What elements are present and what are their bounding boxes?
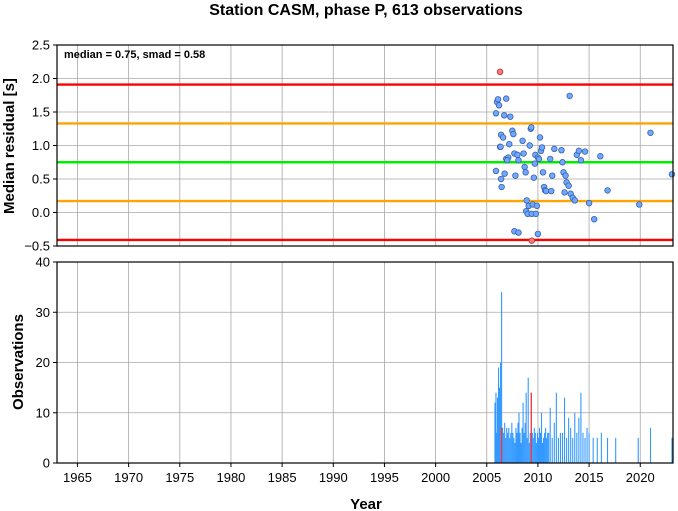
residual-point	[497, 175, 505, 183]
residual-point	[551, 145, 558, 153]
residual-point	[535, 155, 543, 163]
residual-point	[501, 170, 508, 177]
observations-y-axis-label: Observations	[10, 314, 27, 410]
residual-point	[539, 169, 547, 176]
residual-point	[571, 197, 578, 204]
x-tick-label: 1985	[268, 470, 297, 485]
x-tick-label: 1980	[216, 470, 245, 485]
residual-point	[581, 148, 589, 155]
residual-point	[597, 153, 604, 160]
residual-point	[506, 140, 513, 148]
y-tick-label: 0.0	[32, 205, 50, 220]
residual-point	[503, 95, 510, 102]
residual-point	[585, 199, 593, 207]
x-axis-label: Year	[350, 496, 382, 511]
y-tick-label: 0	[43, 456, 50, 471]
residual-point	[668, 171, 676, 178]
residual-point	[561, 189, 568, 196]
residual-point	[531, 160, 539, 167]
x-tick-label: 2015	[575, 470, 604, 485]
residual-point	[538, 144, 546, 151]
residual-point	[512, 172, 519, 179]
y-tick-label: 2.0	[32, 71, 50, 86]
x-tick-label: 1995	[370, 470, 399, 485]
residual-point	[519, 137, 526, 145]
x-tick-label: 2000	[421, 470, 450, 485]
residual-point	[520, 150, 527, 157]
y-tick-label: 2.5	[32, 38, 50, 53]
residual-point	[504, 157, 511, 164]
residual-point	[507, 113, 514, 120]
y-tick-label: 1.5	[32, 105, 50, 120]
y-tick-label: 40	[36, 255, 50, 270]
outlier-point	[528, 237, 535, 244]
x-tick-label: 1965	[63, 470, 92, 485]
residual-point	[492, 110, 500, 117]
x-tick-label: 2005	[472, 470, 501, 485]
y-tick-label: −0.5	[24, 239, 50, 254]
residual-point	[566, 92, 573, 100]
y-tick-label: 1.0	[32, 138, 50, 153]
residual-point	[532, 210, 540, 218]
x-tick-label: 1975	[165, 470, 194, 485]
residual-point	[530, 174, 538, 181]
residual-point	[521, 163, 528, 171]
residual-point	[515, 229, 522, 236]
residual-point	[548, 187, 555, 195]
residual-point	[522, 169, 529, 176]
residual-point	[536, 134, 544, 141]
residual-point	[558, 146, 565, 154]
residual-point	[499, 134, 507, 141]
residual-point	[591, 215, 598, 223]
residual-panel: −0.5 0.0 0.5 1.0 1.5 2.0 2.5 median = 0.75, sm…	[1, 38, 676, 254]
chart-title: Station CASM, phase P, 613 observations	[209, 2, 523, 19]
residual-point	[497, 143, 504, 151]
residual-point	[547, 155, 554, 163]
residual-point	[526, 142, 533, 149]
residual-point	[575, 147, 583, 155]
residual-point	[577, 157, 585, 164]
median-smad-annotation: median = 0.75, smad = 0.58	[64, 49, 205, 61]
residual-point	[498, 183, 505, 191]
residual-point	[647, 129, 654, 136]
residual-point	[515, 157, 522, 164]
observations-panel: 0 10 20 30 40 1965 1970 1975 1980 1985 1990 1995 20…	[10, 255, 674, 511]
outlier-point	[496, 68, 504, 75]
y-tick-label: 30	[36, 305, 50, 320]
residual-point	[549, 172, 556, 179]
x-tick-label: 2020	[626, 470, 655, 485]
y-tick-label: 20	[36, 355, 50, 370]
residual-point	[604, 187, 611, 194]
residual-point	[500, 112, 508, 119]
x-tick-label: 2010	[523, 470, 552, 485]
residual-point	[523, 197, 530, 204]
residual-point	[636, 201, 643, 208]
residual-point	[510, 130, 517, 138]
y-tick-label: 10	[36, 405, 50, 420]
residual-point	[514, 151, 521, 159]
x-tick-label: 1990	[319, 470, 348, 485]
residual-point	[562, 172, 569, 179]
residual-point	[533, 202, 541, 209]
residual-point	[492, 167, 500, 175]
residual-point	[528, 124, 535, 131]
residual-point	[495, 102, 503, 109]
residual-point	[534, 230, 542, 238]
residual-y-axis-label: Median residual [s]	[1, 78, 18, 214]
residual-point	[494, 96, 502, 103]
x-tick-label: 1970	[114, 470, 143, 485]
residual-point	[559, 159, 566, 166]
y-tick-label: 0.5	[32, 172, 50, 187]
residual-point	[565, 182, 572, 189]
